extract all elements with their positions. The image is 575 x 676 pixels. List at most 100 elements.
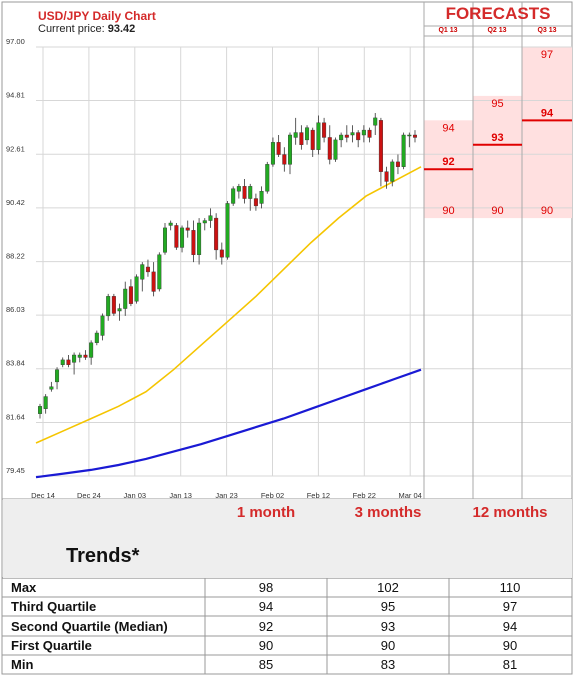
candle-body xyxy=(356,132,361,141)
trends-label: Trends* xyxy=(66,545,140,567)
ma-short-line xyxy=(35,166,422,444)
candle-body xyxy=(66,359,71,365)
cell-median-1m: 92 xyxy=(258,619,274,634)
trends-header-band xyxy=(3,499,572,578)
candle-body xyxy=(89,342,94,358)
forecast-low-label: 90 xyxy=(541,205,553,217)
candle-body xyxy=(395,161,400,167)
y-tick-label: 81.64 xyxy=(6,412,25,421)
candle-body xyxy=(344,134,349,138)
candle-body xyxy=(117,308,122,312)
forecast-mid-label: 92 xyxy=(442,156,454,168)
candle-body xyxy=(367,129,372,138)
candle-body xyxy=(265,164,270,192)
trends-col-12-months: 12 months xyxy=(449,499,571,578)
candle-body xyxy=(316,122,321,150)
row-label-median: Second Quartile (Median) xyxy=(11,619,168,634)
candle-body xyxy=(327,137,332,160)
candle-body xyxy=(100,315,105,336)
candle-body xyxy=(225,203,230,258)
cell-min-3m: 83 xyxy=(380,657,396,672)
candle-body xyxy=(208,215,213,221)
y-tick-label: 86.03 xyxy=(6,305,25,314)
candle-body xyxy=(219,249,224,258)
forecast-quarter-q2: Q2 13 xyxy=(487,27,507,34)
candle-body xyxy=(185,227,190,231)
candle-body xyxy=(174,225,179,248)
candle-body xyxy=(322,122,327,138)
candle-body xyxy=(350,132,355,136)
candle-body xyxy=(236,186,241,192)
candle-body xyxy=(384,171,389,182)
candle-body xyxy=(413,134,418,138)
candle-body xyxy=(305,127,310,141)
candle-body xyxy=(299,132,304,145)
candle-body xyxy=(145,266,150,273)
forecast-low-label: 90 xyxy=(442,205,454,217)
candle-body xyxy=(191,230,196,255)
y-tick-label: 97.00 xyxy=(6,37,25,46)
candle-body xyxy=(49,386,54,390)
candle-body xyxy=(197,222,202,255)
cell-max-3m: 102 xyxy=(377,580,399,595)
current-price-value: 93.42 xyxy=(107,23,136,35)
candle-body xyxy=(94,332,99,343)
y-tick-label: 83.84 xyxy=(6,359,25,368)
candle-body xyxy=(288,134,293,165)
cell-median-3m: 93 xyxy=(380,619,396,634)
cell-min-1m: 85 xyxy=(258,657,274,672)
forecast-low-label: 90 xyxy=(491,205,503,217)
trends-col-label: 12 months xyxy=(472,504,548,521)
x-tick-label: Dec 24 xyxy=(77,491,101,500)
candle-body xyxy=(55,369,60,383)
candle-body xyxy=(259,191,264,204)
x-tick-label: Feb 12 xyxy=(307,491,330,500)
forecasts-title: FORECASTS xyxy=(445,4,551,23)
cell-q3-3m: 95 xyxy=(380,599,396,614)
forecast-quarter-q1: Q1 13 xyxy=(438,27,458,34)
candle-body xyxy=(401,134,406,167)
trends-col-label: 3 months xyxy=(354,504,422,521)
current-price: Current price: 93.42 xyxy=(38,23,135,35)
candle-body xyxy=(140,264,145,280)
forecast-range-band xyxy=(473,95,522,219)
y-tick-label: 92.61 xyxy=(6,144,25,153)
forecast-mid-label: 94 xyxy=(541,107,554,119)
cell-q3-1m: 94 xyxy=(258,599,274,614)
candle-body xyxy=(111,296,116,314)
candle-body xyxy=(390,161,395,182)
x-tick-label: Feb 02 xyxy=(261,491,284,500)
row-label-max: Max xyxy=(11,580,37,595)
candle-body xyxy=(83,354,88,358)
candle-body xyxy=(77,354,82,358)
candle-body xyxy=(128,286,133,304)
candle-body xyxy=(157,254,162,290)
x-tick-label: Feb 22 xyxy=(353,491,376,500)
candle-body xyxy=(248,186,253,199)
cell-q1-12m: 90 xyxy=(502,638,518,653)
candle-body xyxy=(214,217,219,251)
cell-median-12m: 94 xyxy=(502,619,518,634)
forecast-quarter-q3: Q3 13 xyxy=(537,27,557,34)
candle-body xyxy=(231,188,236,204)
cell-q3-12m: 97 xyxy=(502,599,518,614)
candle-body xyxy=(180,227,185,248)
ma-long-line xyxy=(35,368,422,479)
candle-body xyxy=(202,220,207,224)
candle-body xyxy=(123,288,128,309)
candle-body xyxy=(72,354,77,363)
candle-body xyxy=(293,132,298,138)
candle-body xyxy=(270,142,275,165)
candle-body xyxy=(162,227,167,253)
forecast-range-band xyxy=(522,47,572,219)
trends-col-label: 1 month xyxy=(236,504,296,521)
candle-body xyxy=(106,296,111,317)
trends-col-1-month: 1 month xyxy=(205,499,327,578)
candle-body xyxy=(378,120,383,172)
forecast-high-label: 97 xyxy=(541,49,553,61)
candle-body xyxy=(168,222,173,226)
cell-min-12m: 81 xyxy=(502,657,518,672)
forecast-high-label: 95 xyxy=(491,98,503,110)
cell-q1-3m: 90 xyxy=(380,638,396,653)
